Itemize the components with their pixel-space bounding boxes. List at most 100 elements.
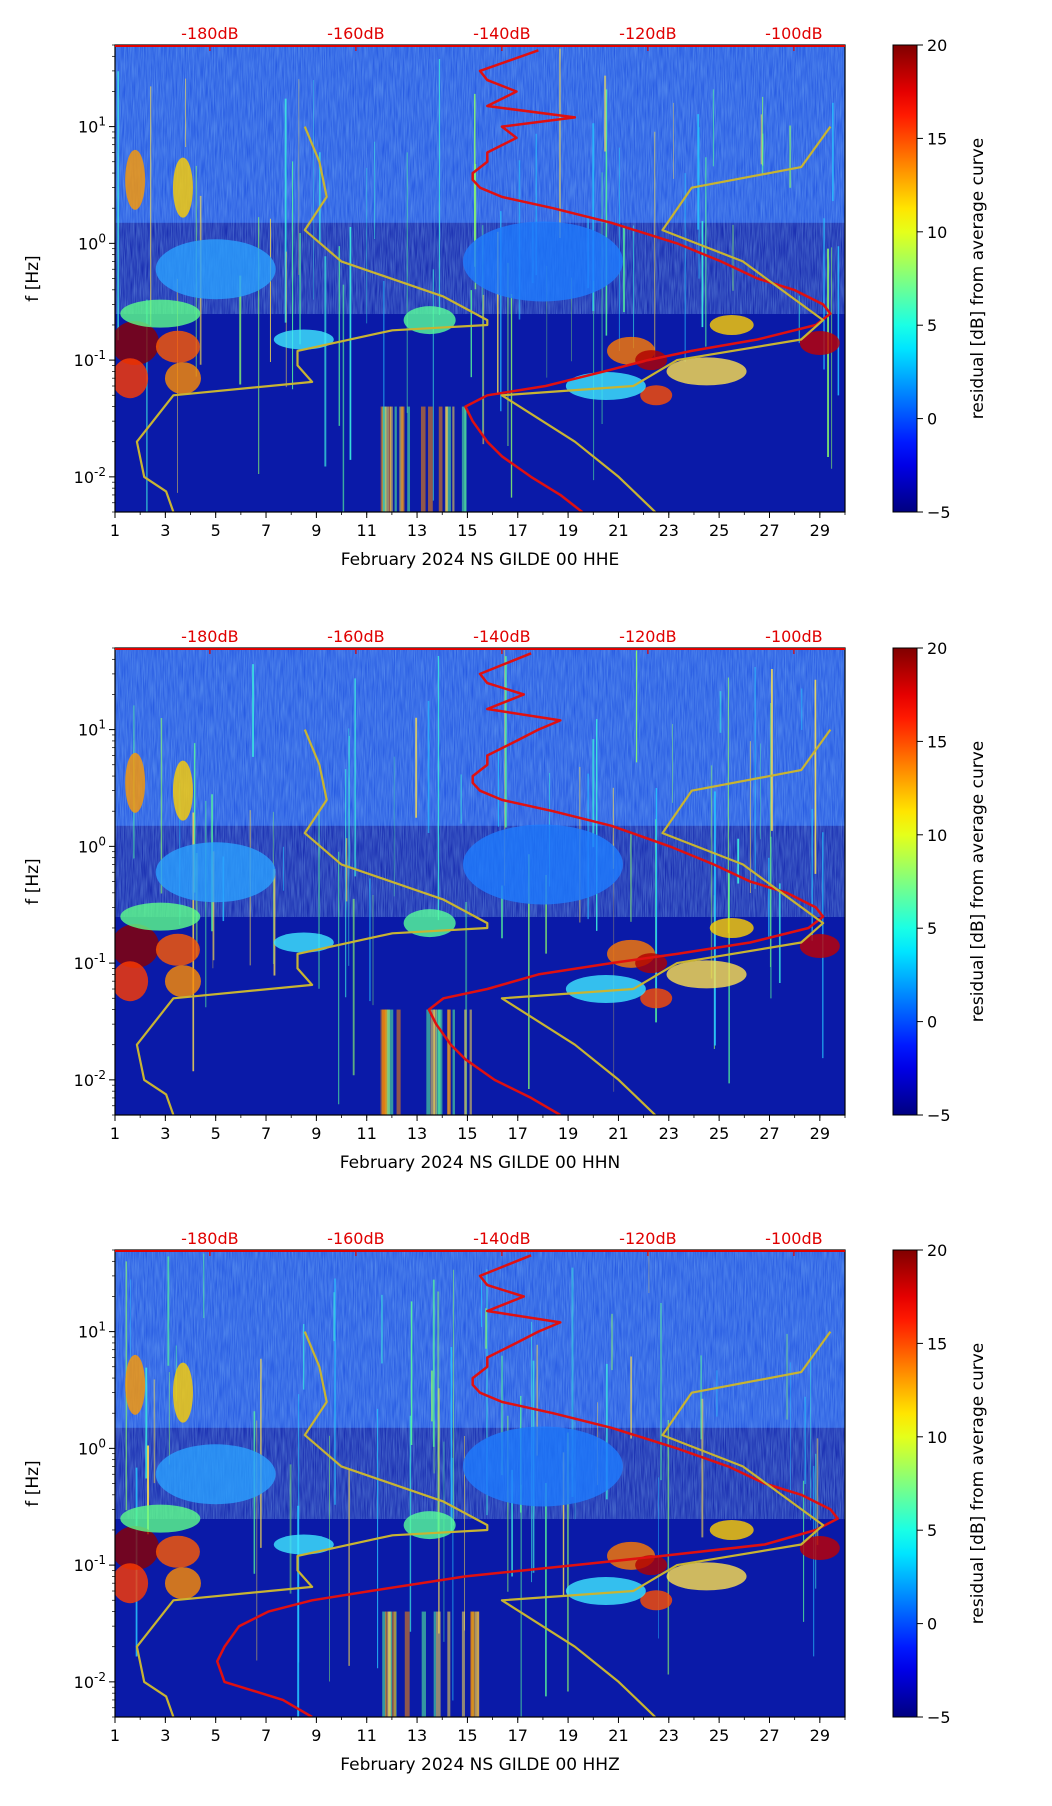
y-tick-label: 101 [78, 1320, 106, 1342]
db-label: -160dB [327, 1229, 384, 1248]
energy-blob [273, 932, 334, 953]
energy-blob [155, 239, 276, 300]
db-label: -180dB [181, 1229, 238, 1248]
energy-blob [635, 1555, 668, 1576]
energy-blob [462, 824, 623, 905]
energy-blob [640, 988, 673, 1009]
x-tick-label: 1 [110, 1726, 120, 1745]
low-frequency-column [464, 1009, 467, 1115]
low-frequency-column [445, 406, 449, 512]
low-frequency-column [446, 1009, 451, 1115]
x-tick-label: 7 [261, 521, 271, 540]
colorbar-tick-label: −5 [927, 503, 951, 522]
x-tick-label: 11 [357, 1726, 377, 1745]
colorbar-tick-label: 15 [927, 732, 947, 751]
low-frequency-column [452, 1009, 455, 1115]
energy-blob [155, 1535, 200, 1568]
energy-blob [155, 933, 200, 966]
db-label: -120dB [619, 627, 676, 646]
x-tick-label: 1 [110, 521, 120, 540]
energy-blob [565, 1577, 646, 1606]
y-axis-label: f [Hz] [23, 1460, 43, 1506]
db-label: -120dB [619, 24, 676, 43]
y-tick-label: 10-1 [74, 348, 106, 370]
energy-blob [155, 1444, 276, 1505]
x-tick-label: 11 [357, 1124, 377, 1143]
energy-blob [115, 924, 160, 969]
x-tick-label: 15 [457, 1124, 477, 1143]
energy-blob [164, 965, 201, 998]
x-tick-label: 19 [558, 1726, 578, 1745]
low-frequency-column [426, 1009, 431, 1115]
low-frequency-column [430, 1009, 435, 1115]
energy-blob [115, 358, 149, 399]
low-frequency-column [401, 406, 405, 512]
energy-blob [565, 372, 646, 401]
y-tick-label: 10-1 [74, 951, 106, 973]
x-axis-label: February 2024 NS GILDE 00 HHE [341, 550, 620, 570]
panel-2: 1 3 5 7 9 11 13 15 17 19 21 23 25 27 2910-210-1100101-… [23, 1229, 988, 1775]
colorbar-tick-label: 10 [927, 826, 947, 845]
low-frequency-column [387, 1611, 390, 1717]
energy-blob [115, 1563, 149, 1604]
noise-model-curve [500, 1330, 832, 1717]
x-tick-label: 27 [759, 1124, 779, 1143]
noise-model-curve [135, 126, 489, 512]
x-tick-label: 23 [659, 1726, 679, 1745]
low-frequency-column [389, 406, 393, 512]
low-frequency-column [407, 406, 411, 512]
x-tick-label: 13 [407, 1726, 427, 1745]
energy-blob [125, 149, 146, 210]
energy-blob [172, 760, 193, 821]
x-tick-label: 3 [160, 1124, 170, 1143]
energy-blob [120, 902, 201, 931]
colorbar-label: residual [dB] from average curve [968, 741, 988, 1022]
energy-blob [172, 157, 193, 218]
low-frequency-column [474, 1611, 480, 1717]
energy-blob [155, 330, 200, 363]
energy-blob [115, 1526, 160, 1571]
energy-blob [172, 1362, 193, 1423]
spectrogram [115, 648, 845, 1115]
low-frequency-column [447, 1611, 451, 1717]
x-tick-label: 29 [810, 521, 830, 540]
energy-blob [462, 221, 623, 302]
x-tick-label: 23 [659, 521, 679, 540]
low-frequency-column [452, 406, 455, 512]
x-tick-label: 17 [508, 521, 528, 540]
colorbar-tick-label: 0 [927, 1615, 937, 1634]
energy-blob [125, 1354, 146, 1415]
energy-blob [125, 752, 146, 813]
x-tick-label: 15 [457, 521, 477, 540]
energy-blob [640, 385, 673, 406]
low-frequency-column [385, 1009, 390, 1115]
colorbar [892, 647, 918, 1116]
x-tick-label: 25 [709, 1726, 729, 1745]
colorbar-tick-label: 5 [927, 919, 937, 938]
low-frequency-column [381, 406, 387, 512]
low-frequency-column [384, 406, 389, 512]
energy-blob [115, 961, 149, 1002]
colorbar-tick-label: 0 [927, 410, 937, 429]
y-tick-label: 100 [78, 231, 106, 253]
x-tick-label: 3 [160, 1726, 170, 1745]
x-tick-label: 27 [759, 521, 779, 540]
x-tick-label: 17 [508, 1726, 528, 1745]
colorbar-tick-label: 20 [927, 639, 947, 658]
low-frequency-column [389, 1009, 394, 1115]
y-tick-label: 101 [78, 718, 106, 740]
db-label: -100dB [765, 627, 822, 646]
x-tick-label: 19 [558, 521, 578, 540]
energy-blob [120, 299, 201, 328]
energy-blob [462, 1426, 623, 1507]
energy-blob [709, 314, 754, 335]
energy-blob [640, 1590, 673, 1611]
low-frequency-column [421, 1611, 426, 1717]
median-psd-curve [464, 49, 832, 512]
noise-model-curve [135, 729, 489, 1115]
x-tick-label: 5 [211, 521, 221, 540]
x-tick-label: 7 [261, 1124, 271, 1143]
low-frequency-column [380, 406, 384, 512]
y-tick-label: 10-2 [74, 1068, 106, 1090]
colorbar-tick-label: 15 [927, 1334, 947, 1353]
